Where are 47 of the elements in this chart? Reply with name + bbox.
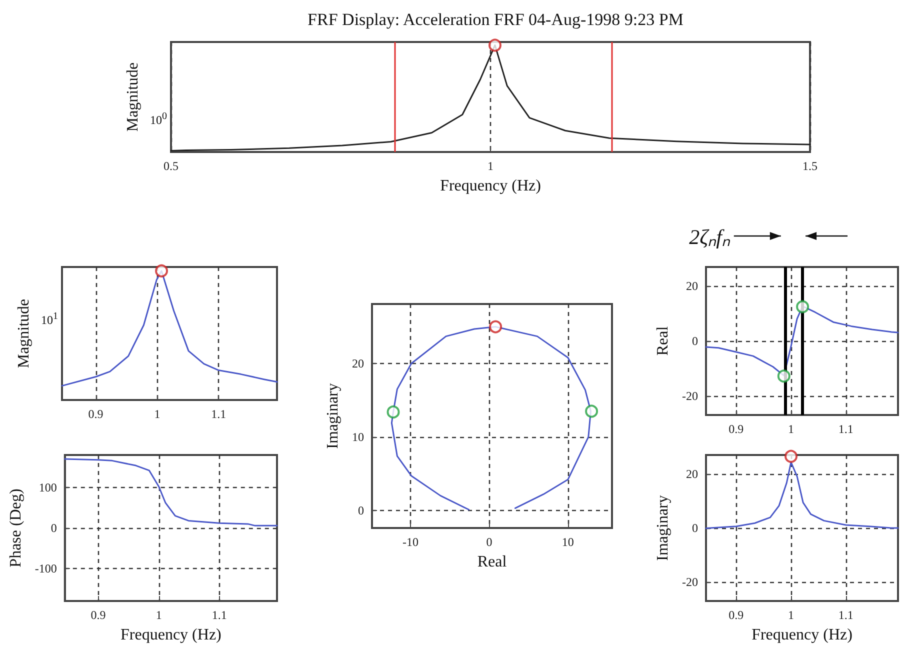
x-tick-label: 1 (788, 422, 794, 436)
y-tick-label: 0 (692, 521, 698, 535)
x-axis-title: Real (477, 554, 508, 570)
y-axis-title: Magnitude (124, 62, 142, 132)
text: 2ζₙfₙ (689, 224, 730, 250)
x-tick-label: 1 (154, 407, 160, 421)
y-tick-label: 100 (38, 480, 57, 494)
y-tick-label: 20 (686, 279, 698, 294)
y-tick-label: 0 (50, 521, 57, 535)
y-tick-label: -20 (682, 575, 698, 590)
y-axis-title: Imaginary (324, 383, 342, 449)
y-axis-title: Phase (Deg) (8, 488, 24, 568)
x-tick-label: 10 (562, 535, 574, 549)
text: 10$^{0}$ (150, 111, 167, 128)
x-tick-label: 0 (486, 535, 492, 549)
y-tick-label: -100 (34, 562, 57, 576)
x-tick-label: 1 (488, 159, 494, 173)
x-tick-label: 0.9 (90, 608, 106, 622)
y-tick-label: -20 (682, 388, 698, 403)
y-tick-label: 0 (692, 334, 698, 348)
x-tick-label: 1 (788, 608, 794, 622)
x-tick-label: 1.5 (802, 159, 818, 173)
y-axis-title: Magnitude (16, 298, 32, 368)
y-tick-label: 20 (352, 356, 364, 370)
x-tick-label: 0.9 (88, 407, 104, 421)
x-tick-label: 1.1 (212, 608, 227, 622)
y-tick-label: 20 (686, 466, 698, 481)
x-axis-title: Frequency (Hz) (120, 626, 222, 644)
y-axis-title: Real (654, 326, 672, 356)
x-tick-label: 1.1 (838, 422, 854, 436)
x-tick-label: -10 (402, 535, 419, 549)
line-series (64, 458, 278, 526)
point (585, 404, 598, 418)
x-tick-label: 1.1 (211, 407, 226, 421)
x-tick-label: 1 (156, 608, 162, 622)
chart-title: FRF Display: Acceleration FRF 04-Aug-1998 9:23 PM (308, 10, 684, 29)
point (489, 320, 502, 334)
point (386, 405, 400, 418)
y-axis-title: Imaginary (654, 495, 672, 561)
x-axis-title: Frequency (Hz) (752, 626, 852, 644)
x-tick-label: 0.9 (728, 422, 744, 436)
x-tick-label: 0.5 (164, 159, 178, 173)
x-tick-label: 1.1 (838, 608, 854, 622)
x-axis-title: Frequency (Hz) (440, 178, 541, 194)
text: 10$^{1}$ (41, 311, 58, 328)
x-tick-label: 0.9 (728, 608, 744, 622)
y-tick-label: 0 (358, 503, 364, 518)
